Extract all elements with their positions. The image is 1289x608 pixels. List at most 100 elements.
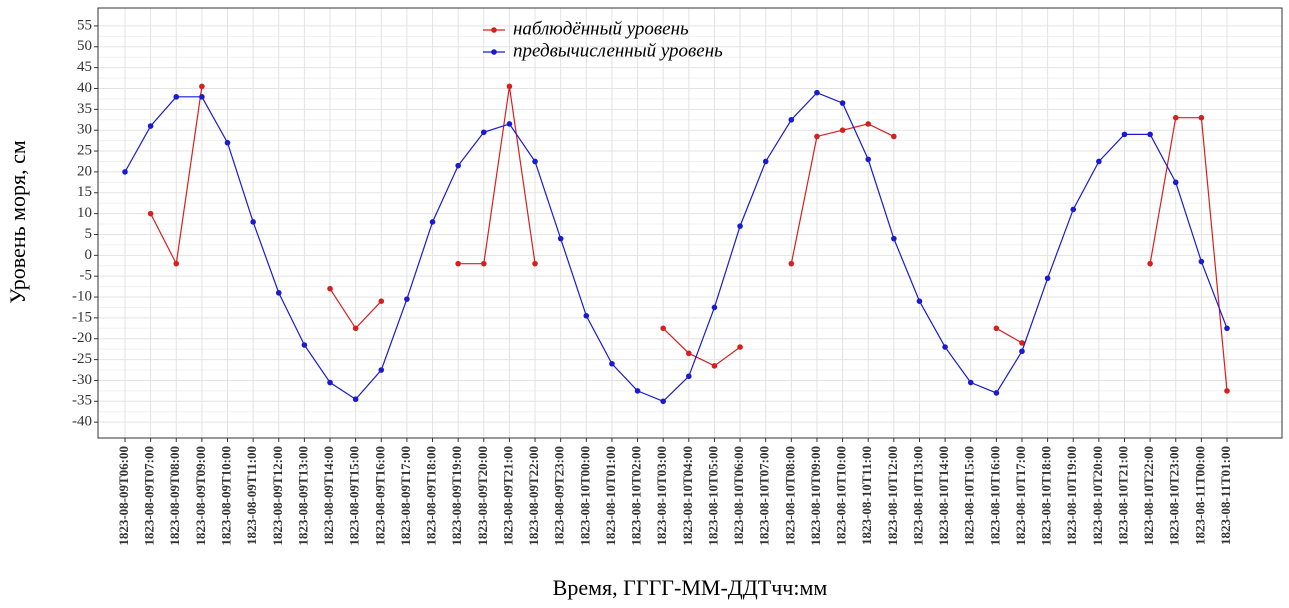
y-tick-label: 10 [77,205,92,221]
data-point [711,304,718,311]
x-tick-label: 1823-08-09T13:00 [295,446,310,546]
x-tick-label: 1823-08-09T11:00 [244,446,259,545]
y-tick-label: 25 [77,142,92,158]
x-tick-label: 1823-08-09T17:00 [398,446,413,546]
data-point [199,83,205,90]
x-tick-label: 1823-08-10T12:00 [885,446,900,546]
data-point [1121,131,1128,138]
x-tick-label: 1823-08-10T00:00 [577,446,592,546]
x-tick-label: 1823-08-10T16:00 [987,446,1002,546]
data-point [814,89,820,96]
data-point [557,235,564,242]
x-tick-label: 1823-08-10T04:00 [680,446,695,546]
x-tick-label: 1823-08-09T19:00 [449,446,464,546]
data-point [1198,114,1205,121]
y-tick-label: 0 [85,247,93,263]
x-tick-label: 1823-08-09T14:00 [321,446,336,546]
data-point [250,219,256,225]
data-point [327,285,333,292]
y-tick-label: 30 [77,122,92,138]
x-tick-label: 1823-08-10T02:00 [629,446,644,546]
y-tick-label: 20 [77,163,92,179]
data-point [378,298,385,305]
plot-background [98,8,1282,438]
y-axis-title: Уровень моря, см [5,140,30,304]
y-tick-label: 15 [77,184,92,200]
data-point [1019,340,1025,346]
data-point [301,342,308,348]
data-point [660,325,666,332]
x-tick-label: 1823-08-10T17:00 [1013,446,1028,546]
data-point [609,360,615,367]
y-tick-label: 5 [85,226,93,242]
data-point [686,373,692,380]
data-point [1019,348,1025,355]
x-tick-label: 1823-08-09T18:00 [424,446,439,546]
data-point [1096,158,1102,165]
data-point [147,123,154,129]
series-line [124,91,1228,403]
data-point [993,390,1000,396]
data-point [583,312,590,319]
y-tick-label: 45 [77,59,92,75]
y-tick-label: 50 [77,38,92,54]
x-tick-label: 1823-08-10T10:00 [834,446,849,546]
data-point [660,398,666,405]
data-point [737,223,743,229]
data-point [199,94,205,100]
data-point [404,296,410,302]
data-point [1198,258,1205,265]
x-tick-label: 1823-08-09T12:00 [270,446,285,546]
y-tick-label: -15 [72,309,92,325]
data-point [686,350,692,357]
data-point [173,94,180,100]
x-tick-label: 1823-08-10T05:00 [705,446,720,546]
x-tick-label: 1823-08-09T10:00 [218,446,233,546]
data-point [891,133,897,140]
data-point [634,388,641,394]
data-point [1172,114,1179,121]
data-point [532,260,538,267]
data-point [1224,325,1230,332]
x-tick-label: 1823-08-10T14:00 [936,446,951,546]
x-tick-label: 1823-08-09T09:00 [193,446,208,546]
data-point [455,260,461,267]
legend-label: наблюдённый уровень [513,18,689,39]
y-tick-label: -5 [80,268,93,284]
y-tick-label: 40 [77,80,92,96]
x-tick-label: 1823-08-10T15:00 [962,446,977,546]
x-tick-label: 1823-08-09T08:00 [167,446,182,546]
y-tick-label: 35 [77,101,92,117]
data-point [147,210,154,217]
data-point [506,121,513,127]
x-tick-label: 1823-08-10T07:00 [757,446,772,546]
y-tick-label: -40 [72,414,92,430]
x-tick-label: 1823-08-09T07:00 [142,446,157,546]
x-tick-label: 1823-08-10T21:00 [1115,446,1130,546]
data-point [865,121,872,127]
data-point [275,290,282,296]
data-point [993,325,1000,332]
data-point [788,116,795,123]
x-tick-label: 1823-08-09T15:00 [347,446,362,546]
data-point [429,219,436,225]
data-point [1044,275,1051,282]
data-point [352,325,359,332]
y-tick-label: 55 [77,17,92,33]
y-tick-label: -20 [72,330,92,346]
x-tick-label: 1823-08-09T06:00 [116,446,131,546]
data-point [122,169,128,175]
x-tick-label: 1823-08-09T20:00 [475,446,490,546]
y-tick-label: -30 [72,372,92,388]
data-point [352,396,359,403]
data-point [224,139,231,146]
data-point [762,158,769,165]
data-point [480,129,487,136]
x-tick-label: 1823-08-09T16:00 [372,446,387,546]
data-point [737,344,743,350]
x-tick-label: 1823-08-10T11:00 [859,446,874,545]
data-point [455,162,461,169]
legend-marker [491,49,497,55]
data-point [839,100,846,106]
